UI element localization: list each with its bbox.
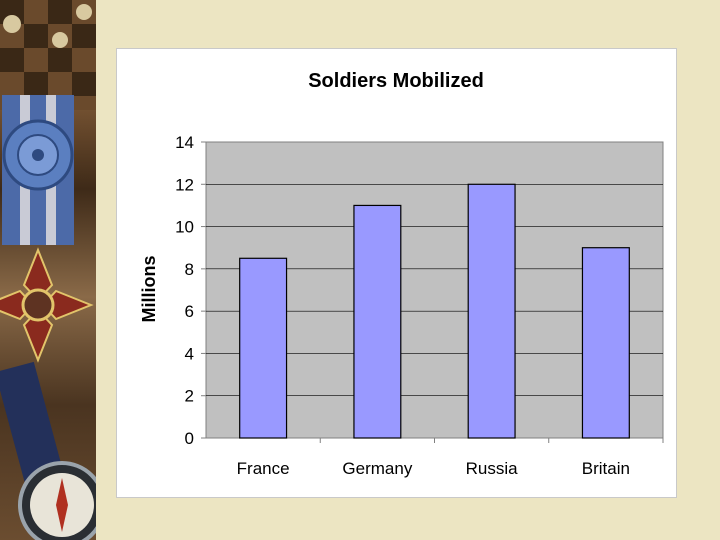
y-tick-label-3: 6 — [185, 302, 194, 321]
bar-france — [239, 257, 288, 439]
y-tick-label-7: 14 — [175, 133, 194, 152]
x-tick-label-germany: Germany — [342, 459, 412, 478]
bar-russia — [467, 183, 516, 439]
y-tick-label-0: 0 — [185, 429, 194, 448]
y-axis-label: Millions — [139, 256, 159, 323]
chart-title: Soldiers Mobilized — [308, 70, 484, 92]
plot-area: 0 2 4 6 8 10 12 14 France Germany Russia Britain — [175, 133, 664, 478]
bar-britain — [581, 247, 630, 439]
y-tick-label-4: 8 — [185, 260, 194, 279]
y-tick-label-1: 2 — [185, 387, 194, 406]
x-tick-label-france: France — [237, 459, 290, 478]
y-tick-label-6: 12 — [175, 175, 194, 194]
y-tick-label-5: 10 — [175, 218, 194, 237]
y-tick-label-2: 4 — [185, 344, 194, 363]
x-tick-label-russia: Russia — [466, 459, 519, 478]
chart-card: Soldiers Mobilized Millions 0 2 4 6 8 10 12 14 F… — [116, 48, 677, 498]
bar-chart: Soldiers Mobilized Millions 0 2 4 6 8 10 12 14 F… — [139, 70, 664, 478]
decorative-medal-panel — [0, 0, 96, 540]
medal-collage-image — [0, 0, 96, 540]
x-tick-label-britain: Britain — [582, 459, 630, 478]
cross-medal-decor — [0, 247, 94, 363]
bar-germany — [353, 204, 402, 439]
